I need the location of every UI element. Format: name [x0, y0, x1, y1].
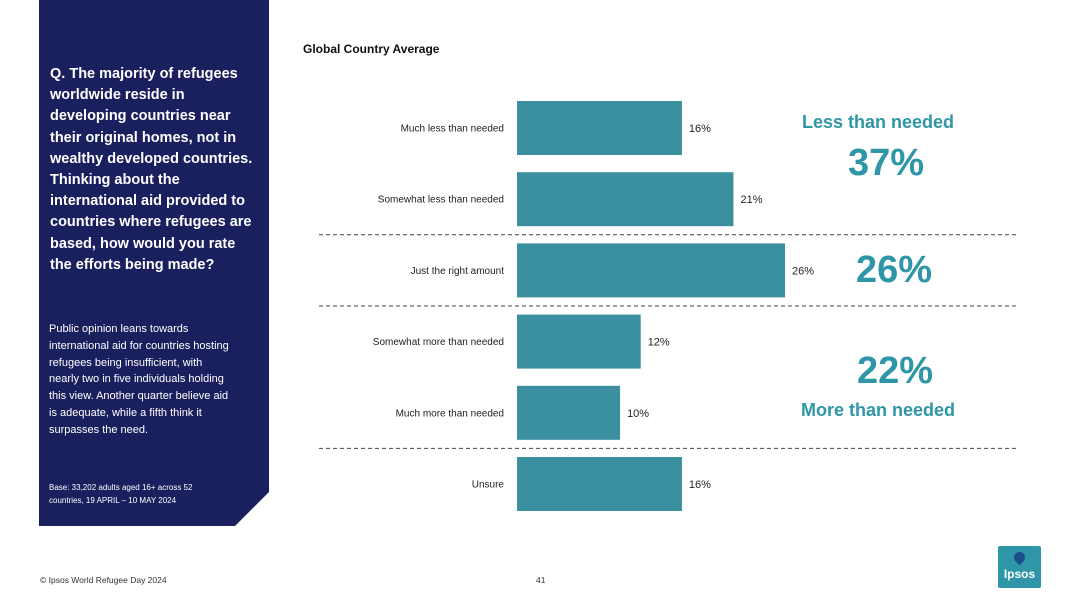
category-label-5: Unsure [472, 480, 505, 491]
more-than-needed-percent: 22% [856, 350, 934, 392]
category-label-0: Much less than needed [401, 124, 504, 135]
bar-2 [517, 243, 785, 298]
base-note: Base: 33,202 adults aged 16+ across 52 c… [49, 483, 193, 505]
right-amount-percent: 26% [855, 249, 933, 291]
sidebar-panel: Q. The majority of refugees worldwide re… [39, 0, 269, 526]
drop-icon [1011, 549, 1028, 566]
category-label-2: Just the right amount [411, 266, 505, 277]
less-than-needed-label: Less than needed [801, 112, 955, 132]
more-than-needed-label: More than needed [800, 400, 956, 420]
bar-3 [517, 314, 641, 369]
ipsos-logo: Ipsos [998, 546, 1041, 588]
category-label-3: Somewhat more than needed [373, 337, 504, 348]
category-label-1: Somewhat less than needed [378, 195, 504, 206]
footer-copyright: © Ipsos World Refugee Day 2024 [40, 575, 167, 585]
question-text: Q. The majority of refugees worldwide re… [50, 66, 253, 273]
value-label-2: 26% [792, 265, 814, 277]
category-label-4: Much more than needed [396, 408, 504, 419]
value-label-0: 16% [689, 123, 711, 135]
summary-text: Public opinion leans towards internation… [49, 323, 229, 436]
value-label-1: 21% [740, 194, 762, 206]
page-number: 41 [536, 575, 546, 585]
value-label-3: 12% [648, 337, 670, 349]
value-label-4: 10% [627, 408, 649, 420]
bar-4 [517, 385, 621, 440]
value-label-5: 16% [689, 479, 711, 491]
bar-1 [517, 172, 734, 227]
bar-0 [517, 101, 682, 155]
chart-title: Global Country Average [303, 42, 440, 56]
less-than-needed-percent: 37% [847, 142, 925, 184]
logo-text: Ipsos [1003, 567, 1036, 581]
bar-5 [517, 457, 682, 511]
